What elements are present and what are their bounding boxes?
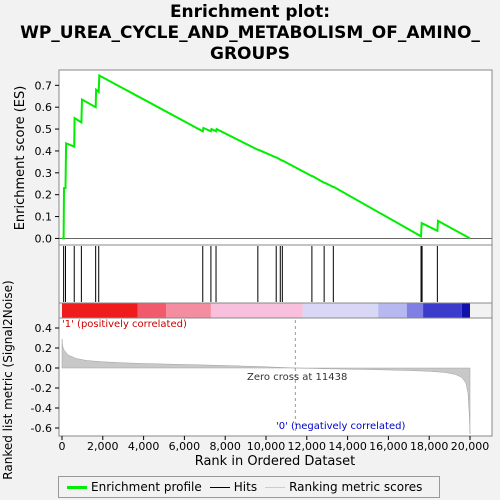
x-tick-label: 2,000: [87, 440, 119, 453]
x-tick-label: 0: [59, 440, 66, 453]
es-ylabel: Enrichment score (ES): [13, 86, 28, 231]
metric-ytick-label: 0.0: [35, 362, 53, 375]
es-ytick-label: 0.2: [35, 189, 53, 202]
legend-label-metric: Ranking metric scores: [289, 480, 423, 494]
hits-panel-frame: [58, 244, 493, 304]
es-ytick-label: 0.7: [35, 79, 53, 92]
metric-ytick-label: 0.4: [35, 322, 53, 335]
heatmap-segment: [302, 303, 379, 318]
pos-correlated-label: '1' (positively correlated): [62, 319, 187, 330]
heatmap-segment: [406, 303, 424, 318]
es-ytick-label: 0.5: [35, 123, 53, 136]
hits-group: [63, 246, 438, 302]
chart-title-line-1: Enrichment plot:: [169, 2, 331, 22]
heatmap-segment: [62, 303, 138, 318]
legend-item-profile: Enrichment profile: [67, 480, 202, 494]
x-tick-label: 6,000: [169, 440, 201, 453]
metric-ytick-label: -0.6: [31, 422, 52, 435]
chart-title-line-2: WP_UREA_CYCLE_AND_METABOLISM_OF_AMINO_: [20, 23, 480, 43]
metric-ytick-label: 0.2: [35, 342, 53, 355]
heatmap-segment: [166, 303, 211, 318]
x-tick-label: 20,000: [451, 440, 490, 453]
heatmap-segment: [423, 303, 462, 318]
es-ytick-label: 0.0: [35, 232, 53, 245]
es-ytick-label: 0.1: [35, 211, 53, 224]
zero-cross-label: Zero cross at 11438: [247, 372, 347, 383]
metric-ylabel: Ranked list metric (Signal2Noise): [1, 280, 15, 479]
heatmap-segment: [461, 303, 470, 318]
chart-title: Enrichment plot: WP_UREA_CYCLE_AND_METAB…: [0, 2, 500, 65]
x-tick-label: 8,000: [209, 440, 241, 453]
es-ytick-label: 0.6: [35, 101, 53, 114]
x-tick-label: 12,000: [288, 440, 327, 453]
metric-ytick-label: -0.2: [31, 382, 52, 395]
legend-label-hits: Hits: [233, 480, 258, 494]
legend-swatch-hits: [209, 486, 230, 488]
legend: Enrichment profile Hits Ranking metric s…: [58, 476, 440, 498]
legend-item-hits: Hits: [209, 480, 258, 494]
legend-swatch-metric: [265, 486, 286, 488]
x-tick-label: 4,000: [128, 440, 160, 453]
ranked-heatmap: [62, 303, 470, 318]
es-ytick-label: 0.4: [35, 145, 53, 158]
legend-item-metric: Ranking metric scores: [265, 480, 422, 494]
es-ytick-label: 0.3: [35, 167, 53, 180]
enrichment-profile-line: [62, 73, 471, 240]
x-tick-label: 10,000: [247, 440, 286, 453]
chart-title-line-3: GROUPS: [209, 44, 290, 64]
x-tick-label: 18,000: [410, 440, 449, 453]
heatmap-segment: [210, 303, 303, 318]
x-tick-label: 14,000: [328, 440, 367, 453]
x-tick-label: 16,000: [369, 440, 408, 453]
heatmap-segment: [137, 303, 167, 318]
legend-label-profile: Enrichment profile: [91, 480, 202, 494]
neg-correlated-label: '0' (negatively correlated): [276, 421, 405, 432]
metric-panel-frame: [58, 317, 493, 437]
metric-ytick-label: -0.4: [31, 402, 52, 415]
x-axis-label: Rank in Ordered Dataset: [195, 454, 356, 469]
heatmap-segment: [378, 303, 407, 318]
legend-swatch-profile: [67, 485, 87, 489]
